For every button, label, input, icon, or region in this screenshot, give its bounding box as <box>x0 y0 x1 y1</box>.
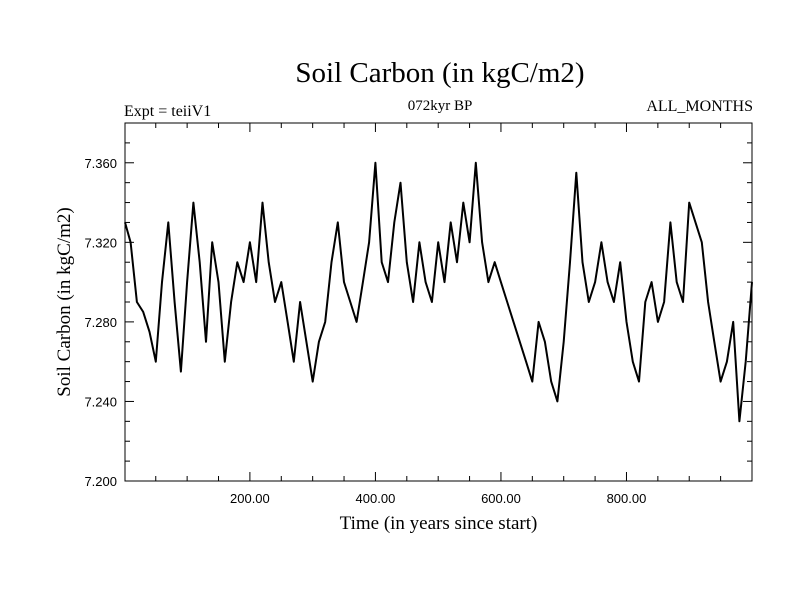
chart-title: Soil Carbon (in kgC/m2) <box>295 57 585 89</box>
x-tick-label: 200.00 <box>230 491 270 506</box>
series-line <box>124 161 753 423</box>
y-tick-label: 7.320 <box>84 235 117 250</box>
y-tick-label: 7.360 <box>84 156 117 171</box>
plot-frame <box>124 122 753 482</box>
x-tick-label: 400.00 <box>356 491 396 506</box>
y-tick-label: 7.280 <box>84 315 117 330</box>
experiment-label: Expt = teiiV1 <box>124 103 212 120</box>
chart-subtitle: 072kyr BP <box>407 98 473 114</box>
y-tick-label: 7.240 <box>84 394 117 409</box>
months-label: ALL_MONTHS <box>646 98 753 115</box>
y-tick-label: 7.200 <box>84 474 117 489</box>
x-tick-label: 800.00 <box>607 491 647 506</box>
y-axis-title: Soil Carbon (in kgC/m2) <box>54 207 75 396</box>
x-axis-title: Time (in years since start) <box>340 513 538 534</box>
x-tick-label: 600.00 <box>481 491 521 506</box>
